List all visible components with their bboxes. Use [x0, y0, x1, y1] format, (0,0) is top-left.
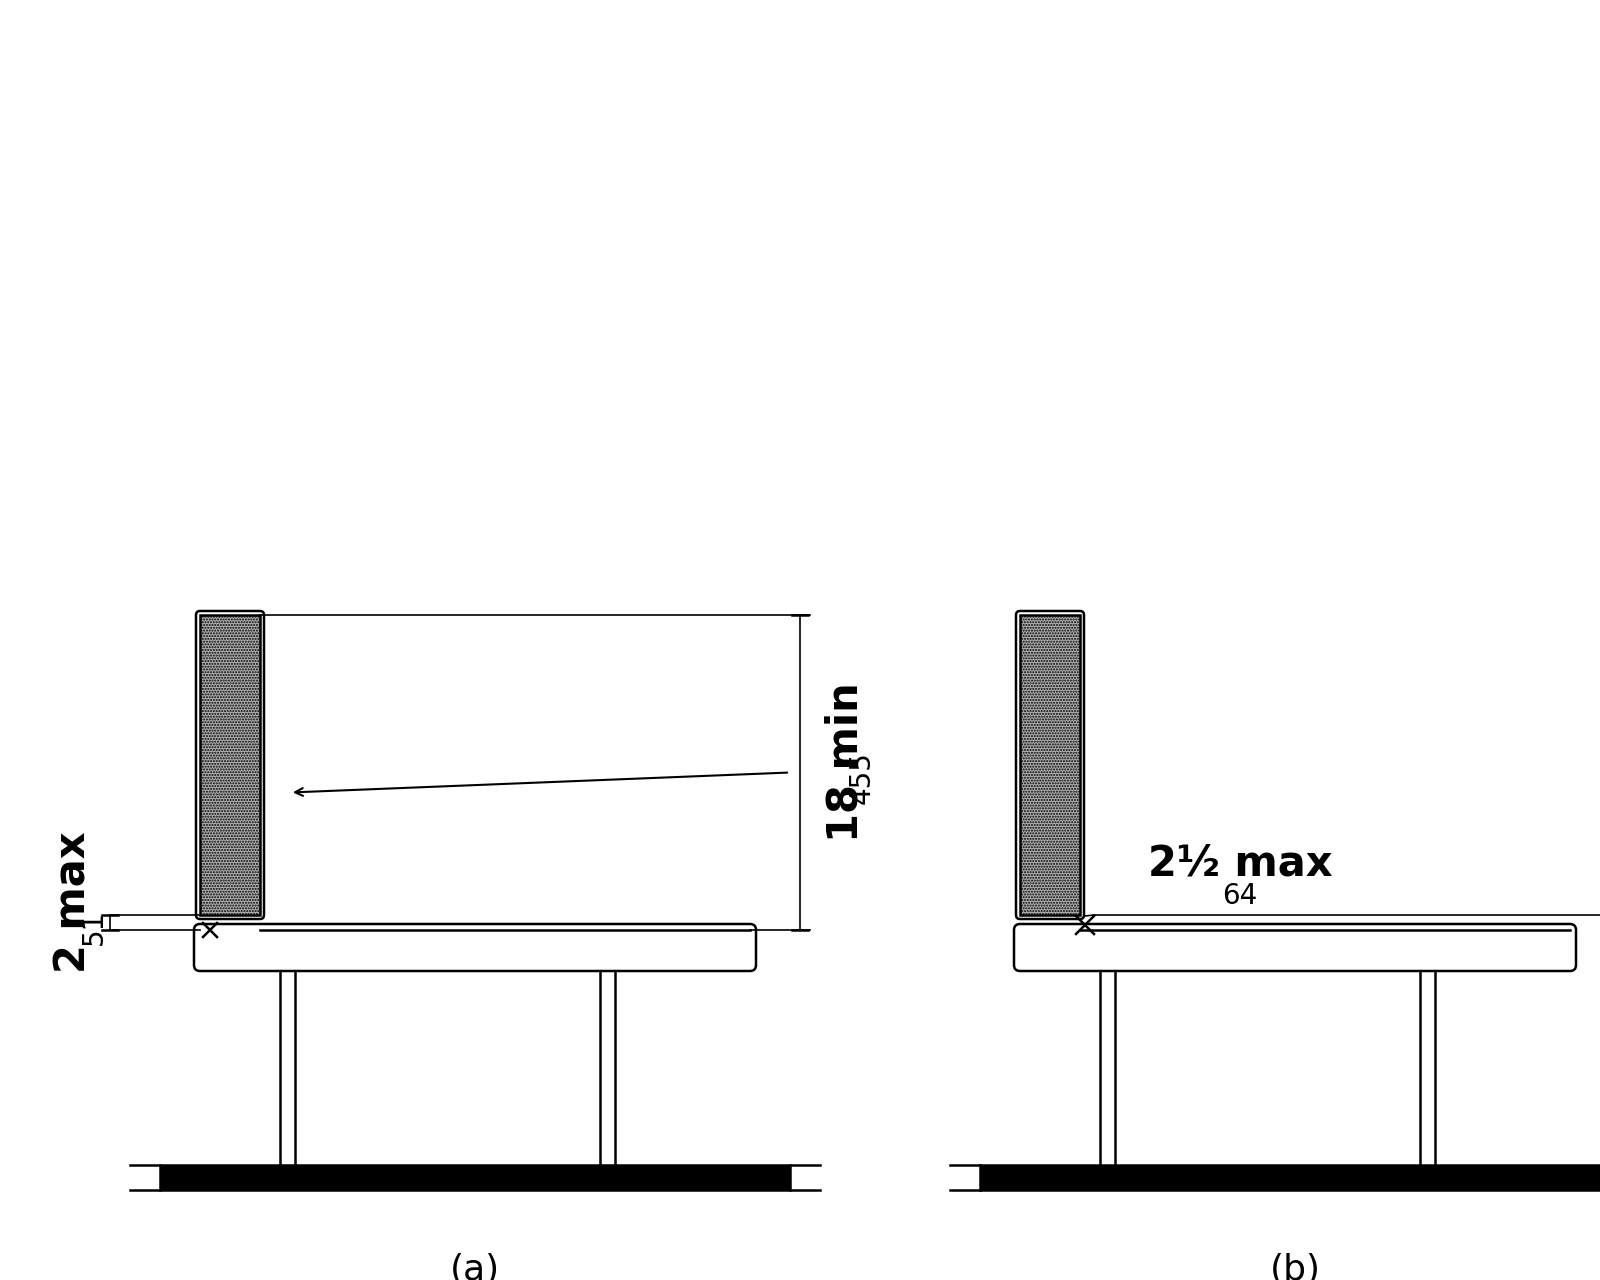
FancyBboxPatch shape: [1014, 924, 1576, 972]
Text: (a): (a): [450, 1253, 501, 1280]
Text: 455: 455: [848, 751, 877, 804]
Bar: [200, 614, 259, 915]
Text: (b): (b): [1269, 1253, 1320, 1280]
Text: 51: 51: [80, 910, 109, 945]
FancyBboxPatch shape: [194, 924, 757, 972]
Text: 2½ max: 2½ max: [1147, 844, 1333, 884]
Bar: [979, 1165, 1600, 1190]
Text: 64: 64: [1222, 882, 1258, 910]
Bar: [1021, 614, 1080, 915]
Bar: [160, 1165, 790, 1190]
Text: 2 max: 2 max: [53, 832, 94, 973]
Text: 18 min: 18 min: [826, 682, 867, 842]
